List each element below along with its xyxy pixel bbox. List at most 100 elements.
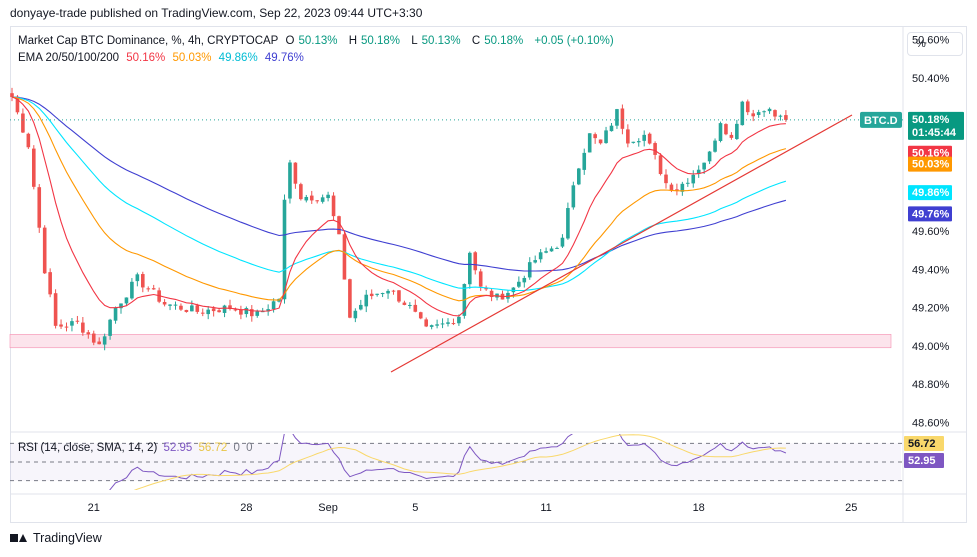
candle [440,318,445,329]
candle-body [626,129,630,144]
candle [740,100,745,126]
candle [549,246,554,252]
candle-body [544,251,548,253]
symbol-legend: Market Cap BTC Dominance, %, 4h, CRYPTOC… [18,35,618,47]
candle-body [255,311,260,316]
candle [184,309,189,313]
candle-body [151,288,156,290]
candle [200,308,205,317]
candle-body [135,274,140,282]
candle [146,286,151,292]
candle [359,299,363,311]
candle-body [81,322,85,333]
candle-body [484,287,488,290]
candle [86,329,91,339]
candle-body [173,304,178,306]
candle-body [560,237,565,247]
candle [282,194,287,304]
candle [288,159,292,204]
trendline [390,114,853,373]
candle-body [707,151,712,162]
candle [135,272,140,287]
candle-body [522,277,527,283]
candle [408,302,412,309]
ema50-axis-label: 50.03% [908,156,952,172]
candle [48,268,52,298]
candle-body [250,309,254,317]
candle [244,306,249,318]
candle [773,109,777,121]
footer-brand[interactable]: TradingView [10,531,102,545]
candle [26,132,31,149]
ema-label: EMA 20/50/100/200 [18,52,120,64]
y-tick-label: 48.80% [912,379,950,391]
candle [571,181,576,210]
candle [173,301,178,310]
candle-body [549,248,554,252]
candle [364,289,369,313]
candle-body [636,141,641,143]
candle-body [533,260,537,263]
candle [555,246,559,249]
candle-body [48,272,52,295]
candle [266,304,270,316]
candle-body [124,297,129,304]
support-zone [9,334,892,349]
candle [320,194,325,204]
candle [495,293,499,301]
candle-body [724,124,728,135]
candle [380,292,385,298]
symbol-tag-text: BTC.D [864,115,898,127]
ema100-axis-label-bg [908,185,952,201]
candle [418,311,423,320]
candle [691,170,696,188]
candle [784,110,788,122]
ema100-line [11,96,787,292]
candle-body [457,316,461,324]
candle [489,288,494,302]
ema50-axis-label-text: 50.03% [912,159,950,171]
candle-body [244,308,249,315]
x-tick-label: 18 [693,502,705,514]
ema20-line [11,96,786,317]
candle [658,153,663,176]
candle [37,184,42,233]
rsi-axis-label-bg [904,453,944,468]
candle-body [751,113,755,117]
rsi-legend: RSI (14, close, SMA, 14, 2) 52.95 56.72 … [18,442,256,454]
candle [195,303,200,314]
candle [353,308,358,323]
candle-body [239,309,243,315]
candle [424,317,428,328]
candle [75,315,80,324]
candle [113,306,118,324]
candle-body [32,148,36,187]
rsi-extra-1: 0 [233,442,240,454]
candle-body [266,309,270,312]
candle [544,247,548,254]
candle-body [70,321,74,326]
ema100-axis-label-text: 49.86% [912,187,950,199]
candle-body [331,195,336,217]
rsi-extra-2: 0 [246,442,253,454]
y-tick-label: 49.60% [912,226,950,238]
candle-body [391,290,396,292]
candle-body [555,247,559,249]
rsi-axis-label: 52.95 [904,453,944,468]
candle [718,121,723,143]
symbol-tag: BTC.D [860,111,902,128]
candle [642,130,646,147]
candle [315,199,319,204]
candle-body [718,123,723,142]
candle [53,289,58,329]
candle [538,248,543,263]
chart-frame [10,26,967,523]
percent-scale-button[interactable]: % [907,32,963,56]
candle-body [582,152,587,170]
y-tick-label: 49.40% [912,264,950,276]
candle-body [304,196,309,201]
rsi-value: 52.95 [163,442,193,454]
candle-body [735,123,739,140]
candle-body [108,319,112,336]
